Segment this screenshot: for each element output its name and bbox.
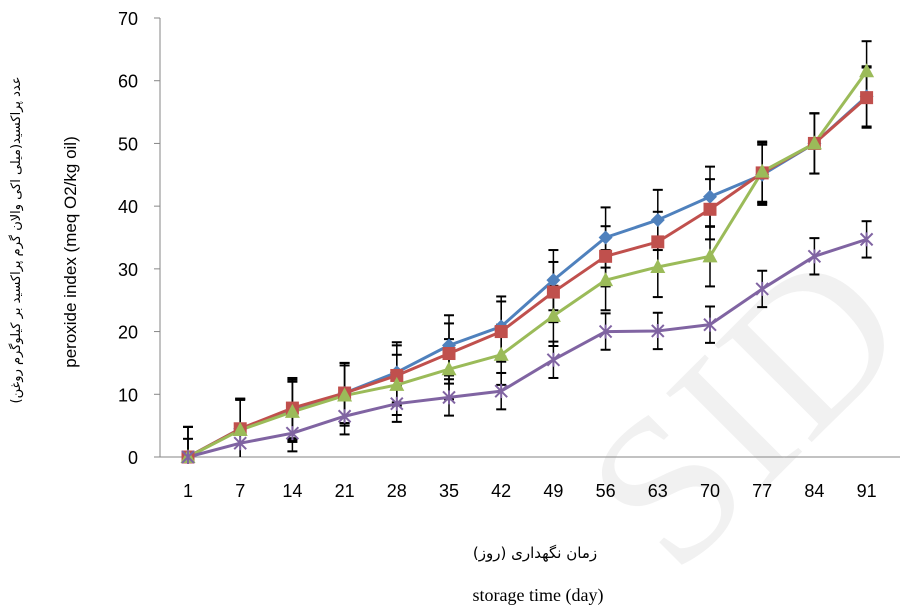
series-3-line [187,70,868,459]
y-tick-label: 40 [118,197,138,217]
x-tick-label: 42 [491,481,511,501]
series-2-marker [442,347,456,361]
series-4-marker [807,249,822,264]
tick-labels: 0 10 20 30 40 50 60 70 1 7 14 21 28 35 42 49 56 63 70 77 84 9… [118,9,877,501]
series-1-marker [546,273,561,288]
series-3-marker [754,163,770,178]
series-4-marker [337,409,352,424]
y-tick-label: 0 [128,448,138,468]
series-1-marker [650,212,665,227]
series-4-marker [598,324,613,339]
series-2-marker [599,249,613,263]
y-tick-label: 30 [118,260,138,280]
y-axis-label-en: peroxide index (meq O2/kg oil) [61,136,80,368]
y-tick-label: 50 [118,134,138,154]
series-3-marker [232,422,248,437]
x-tick-label: 35 [439,481,459,501]
series-4-marker [442,390,456,405]
series-3-marker [284,403,300,418]
series-4-marker [703,317,717,332]
x-tick-label: 63 [648,481,668,501]
series-4-marker [859,232,874,247]
watermark: SID [544,208,905,609]
series-markers [180,63,875,464]
series-3-marker [545,307,561,322]
series-3-marker [337,387,353,402]
watermark-text: SID [544,208,905,609]
series-4-marker [651,323,665,338]
x-axis-label-en: storage time (day) [473,585,604,606]
series-4-marker [546,352,561,367]
series-2-marker [546,285,560,299]
series-4-marker [755,281,769,296]
series-2-marker [703,202,717,216]
x-tick-label: 56 [596,481,616,501]
y-tick-label: 20 [118,323,138,343]
series-lines [187,70,868,459]
series-3-marker [598,272,614,287]
series-4-marker [390,396,404,411]
axes [159,18,900,458]
series-4-marker [233,436,247,451]
series-4-line [187,237,868,459]
x-tick-label: 49 [543,481,563,501]
x-tick-label: 1 [183,481,193,501]
x-tick-label: 21 [335,481,355,501]
x-tick-label: 7 [235,481,245,501]
x-axis-label-fa: زمان نگهداری (روز) [473,544,597,562]
y-tick-label: 60 [118,72,138,92]
series-2-marker [494,325,508,339]
series-4-marker [285,426,300,441]
x-tick-label: 70 [700,481,720,501]
series-3-marker [493,346,509,361]
x-tick-label: 28 [387,481,407,501]
series-2-marker [390,368,404,382]
series-2-marker [651,235,665,249]
series-3-marker [650,258,666,273]
x-tick-label: 14 [282,481,302,501]
x-tick-label: 77 [752,481,772,501]
series-3-marker [702,248,718,263]
series-4-marker [181,450,195,464]
x-tick-label: 84 [804,481,824,501]
y-tick-label: 10 [118,385,138,405]
series-1-marker [598,230,613,245]
series-4-marker [494,384,508,399]
y-tick-label: 70 [118,9,138,29]
series-1-marker [703,189,717,204]
series-3-marker [859,63,875,78]
series-2-marker [860,91,874,105]
series-3-marker [441,361,457,376]
x-tick-label: 91 [857,481,877,501]
y-axis-label-fa: عدد پراکسید(میلی اکی والان گرم پراکسید ب… [8,77,24,404]
series-2-line [187,96,868,459]
series-3-marker [806,135,822,150]
series-3-marker [389,376,405,391]
